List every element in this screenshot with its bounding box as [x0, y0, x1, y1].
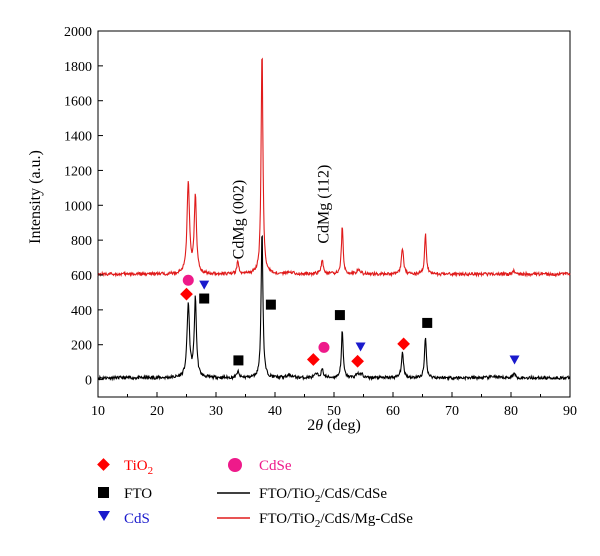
marker-cds — [355, 342, 366, 352]
x-axis-title-unit: (deg) — [323, 417, 361, 434]
y-tick-label: 0 — [85, 374, 92, 389]
legend-cdse-marker — [228, 458, 242, 472]
legend-fto-marker — [98, 487, 109, 498]
plot-frame — [97, 30, 571, 398]
legend-line2-sub: 2 — [315, 518, 321, 530]
x-tick-label: 10 — [91, 404, 105, 419]
y-tick-label: 1000 — [64, 199, 92, 214]
legend-line1-a: FTO/TiO — [259, 486, 315, 502]
legend-line2-b: /CdS/Mg-CdSe — [320, 511, 413, 527]
y-tick-label: 1400 — [64, 130, 92, 145]
x-axis-title-symbol: θ — [315, 417, 323, 434]
svg-text:TiO2: TiO2 — [124, 458, 153, 477]
annotation-layer: CdMg (002) CdMg (112) — [230, 165, 332, 260]
legend-line1-sub: 2 — [315, 493, 321, 505]
marker-cdse — [182, 274, 194, 286]
ticks-layer: 10 20 30 40 50 60 70 80 90 0 200 400 600 800 1000 1200 1… — [64, 25, 577, 419]
legend: TiO2 CdSe FTO CdS FTO/TiO2/CdS/CdSe FTO/… — [97, 458, 413, 530]
plot-area-border — [97, 30, 571, 398]
legend-item-line1: FTO/TiO2/CdS/CdSe — [217, 486, 387, 505]
marker-cds — [509, 355, 520, 365]
marker-cds — [199, 280, 210, 290]
x-axis-title: 2θ (deg) — [307, 417, 361, 434]
legend-item-tio2: TiO2 — [97, 458, 153, 477]
legend-line2-a: FTO/TiO — [259, 511, 315, 527]
x-tick-label: 50 — [327, 404, 341, 419]
y-tick-label: 400 — [71, 304, 92, 319]
legend-line1-b: /CdS/CdSe — [320, 486, 387, 502]
legend-tio2-sub: 2 — [148, 465, 154, 477]
x-tick-label: 80 — [504, 404, 518, 419]
legend-item-cds: CdS — [98, 511, 150, 527]
y-tick-label: 600 — [71, 269, 92, 284]
y-tick-label: 1600 — [64, 95, 92, 110]
legend-cds-marker — [98, 511, 110, 521]
marker-layer — [180, 274, 520, 368]
x-tick-label: 30 — [209, 404, 223, 419]
marker-fto — [265, 299, 276, 310]
marker-fto — [422, 317, 433, 328]
series-line-2 — [97, 57, 571, 278]
y-tick-label: 2000 — [64, 25, 92, 40]
annotation-1: CdMg (002) — [230, 180, 247, 260]
legend-cds-label: CdS — [124, 511, 150, 527]
legend-item-cdse: CdSe — [228, 458, 292, 474]
y-tick-label: 800 — [71, 234, 92, 249]
legend-fto-label: FTO — [124, 486, 152, 502]
legend-tio2-label: TiO — [124, 458, 148, 474]
x-tick-label: 40 — [268, 404, 282, 419]
series-layer — [97, 57, 571, 382]
x-tick-label: 20 — [150, 404, 164, 419]
x-tick-label: 90 — [563, 404, 577, 419]
marker-fto — [199, 293, 210, 304]
y-tick-label: 1800 — [64, 60, 92, 75]
legend-item-line2: FTO/TiO2/CdS/Mg-CdSe — [217, 511, 413, 530]
legend-tio2-marker — [97, 458, 110, 471]
legend-item-fto: FTO — [98, 486, 152, 502]
marker-tio2 — [306, 353, 320, 366]
x-tick-label: 70 — [445, 404, 459, 419]
marker-cdse — [318, 341, 330, 353]
x-tick-label: 60 — [386, 404, 400, 419]
series-line-1 — [97, 234, 571, 382]
marker-tio2 — [180, 287, 193, 301]
legend-cdse-label: CdSe — [259, 458, 292, 474]
x-axis-title-main: 2 — [307, 417, 315, 434]
marker-tio2 — [397, 337, 410, 351]
marker-fto — [233, 355, 244, 366]
y-axis-title: Intensity (a.u.) — [27, 150, 44, 244]
y-tick-label: 200 — [71, 339, 92, 354]
y-tick-label: 1200 — [64, 164, 92, 179]
annotation-2: CdMg (112) — [315, 165, 332, 244]
svg-text:FTO/TiO2/CdS/CdSe: FTO/TiO2/CdS/CdSe — [259, 486, 387, 505]
marker-tio2 — [351, 354, 364, 368]
marker-fto — [334, 310, 345, 321]
svg-text:FTO/TiO2/CdS/Mg-CdSe: FTO/TiO2/CdS/Mg-CdSe — [259, 511, 413, 530]
